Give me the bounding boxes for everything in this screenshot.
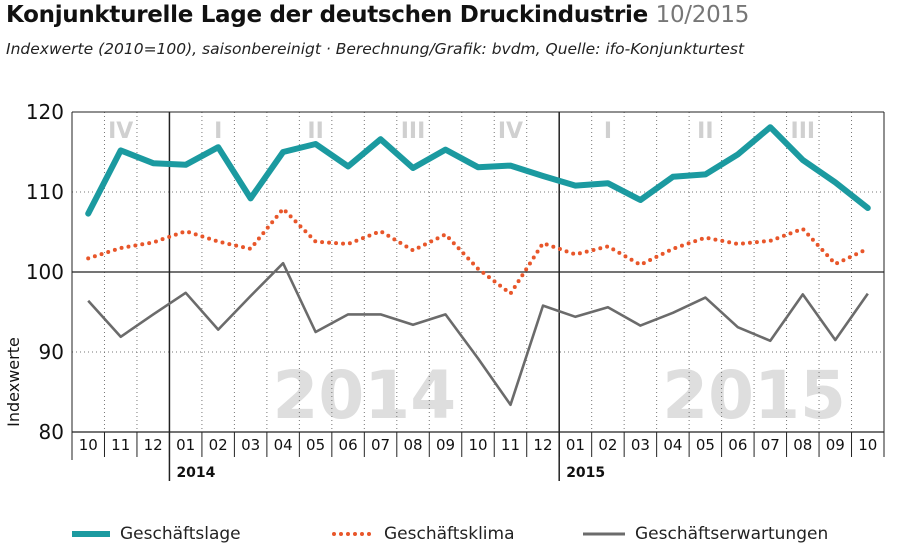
- x-tick-label: 08: [793, 436, 812, 454]
- legend-swatch-geschaeftsklima: [332, 532, 374, 536]
- y-tick-label: 120: [26, 100, 64, 124]
- chart-title: Konjunkturelle Lage der deutschen Drucki…: [6, 2, 749, 28]
- x-tick-label: 07: [371, 436, 390, 454]
- x-tick-label: 02: [598, 436, 617, 454]
- legend-item-geschaeftserwartungen: Geschäftserwartungen: [583, 522, 828, 546]
- chart-title-text: Konjunkturelle Lage der deutschen Drucki…: [6, 2, 648, 28]
- watermark-2014: 2014: [272, 357, 456, 434]
- x-tick-label: 04: [274, 436, 293, 454]
- x-tick-label: 09: [826, 436, 845, 454]
- quarter-label: II: [697, 119, 713, 144]
- year-label: 2015: [566, 465, 605, 481]
- quarter-label: III: [791, 119, 816, 144]
- watermark-2015: 2015: [662, 357, 846, 434]
- quarter-label: I: [214, 119, 222, 144]
- x-tick-label: 11: [111, 436, 130, 454]
- x-tick-label: 05: [306, 436, 325, 454]
- quarter-label: II: [307, 119, 323, 144]
- x-tick-label: 12: [533, 436, 552, 454]
- x-tick-label: 10: [468, 436, 487, 454]
- year-label: 2014: [176, 465, 215, 481]
- x-tick-label: 08: [403, 436, 422, 454]
- quarter-label: I: [604, 119, 612, 144]
- x-tick-label: 06: [728, 436, 747, 454]
- series-line-geschaeftsklima: [86, 206, 870, 296]
- series-line-geschaeftslage: [85, 124, 871, 217]
- quarter-label: III: [401, 119, 426, 144]
- y-tick-label: 90: [39, 340, 64, 364]
- x-tick-label: 05: [696, 436, 715, 454]
- x-tick-label: 11: [501, 436, 520, 454]
- chart-subtitle: Indexwerte (2010=100), saisonbereinigt ·…: [6, 40, 745, 58]
- legend-label-geschaeftsklima: Geschäftsklima: [384, 524, 515, 544]
- y-axis-label: Indexwerte: [4, 337, 23, 427]
- x-tick-label: 03: [631, 436, 650, 454]
- x-tick-label: 09: [436, 436, 455, 454]
- x-tick-label: 06: [339, 436, 358, 454]
- legend-swatch-geschaeftslage: [72, 531, 110, 537]
- x-tick-label: 10: [858, 436, 877, 454]
- quarter-label: IV: [108, 119, 133, 144]
- legend-label-geschaeftserwartungen: Geschäftserwartungen: [635, 524, 829, 544]
- y-tick-label: 110: [26, 180, 64, 204]
- y-tick-label: 100: [26, 260, 64, 284]
- x-tick-label: 04: [663, 436, 682, 454]
- x-tick-label: 01: [176, 436, 195, 454]
- series-line-geschaeftserwartungen: [87, 261, 869, 407]
- x-tick-label: 12: [144, 436, 163, 454]
- x-tick-label: 01: [566, 436, 585, 454]
- legend-swatch-geschaeftserwartungen: [583, 532, 625, 536]
- legend-item-geschaeftsklima: Geschäftsklima: [332, 522, 515, 546]
- x-tick-label: 10: [79, 436, 98, 454]
- legend-label-geschaeftslage: Geschäftslage: [120, 524, 241, 544]
- chart-title-date: 10/2015: [655, 2, 750, 28]
- legend-item-geschaeftslage: Geschäftslage: [72, 522, 241, 546]
- quarter-label: IV: [498, 119, 523, 144]
- x-tick-label: 02: [209, 436, 228, 454]
- x-tick-label: 03: [241, 436, 260, 454]
- y-tick-label: 80: [39, 420, 64, 444]
- x-tick-label: 07: [761, 436, 780, 454]
